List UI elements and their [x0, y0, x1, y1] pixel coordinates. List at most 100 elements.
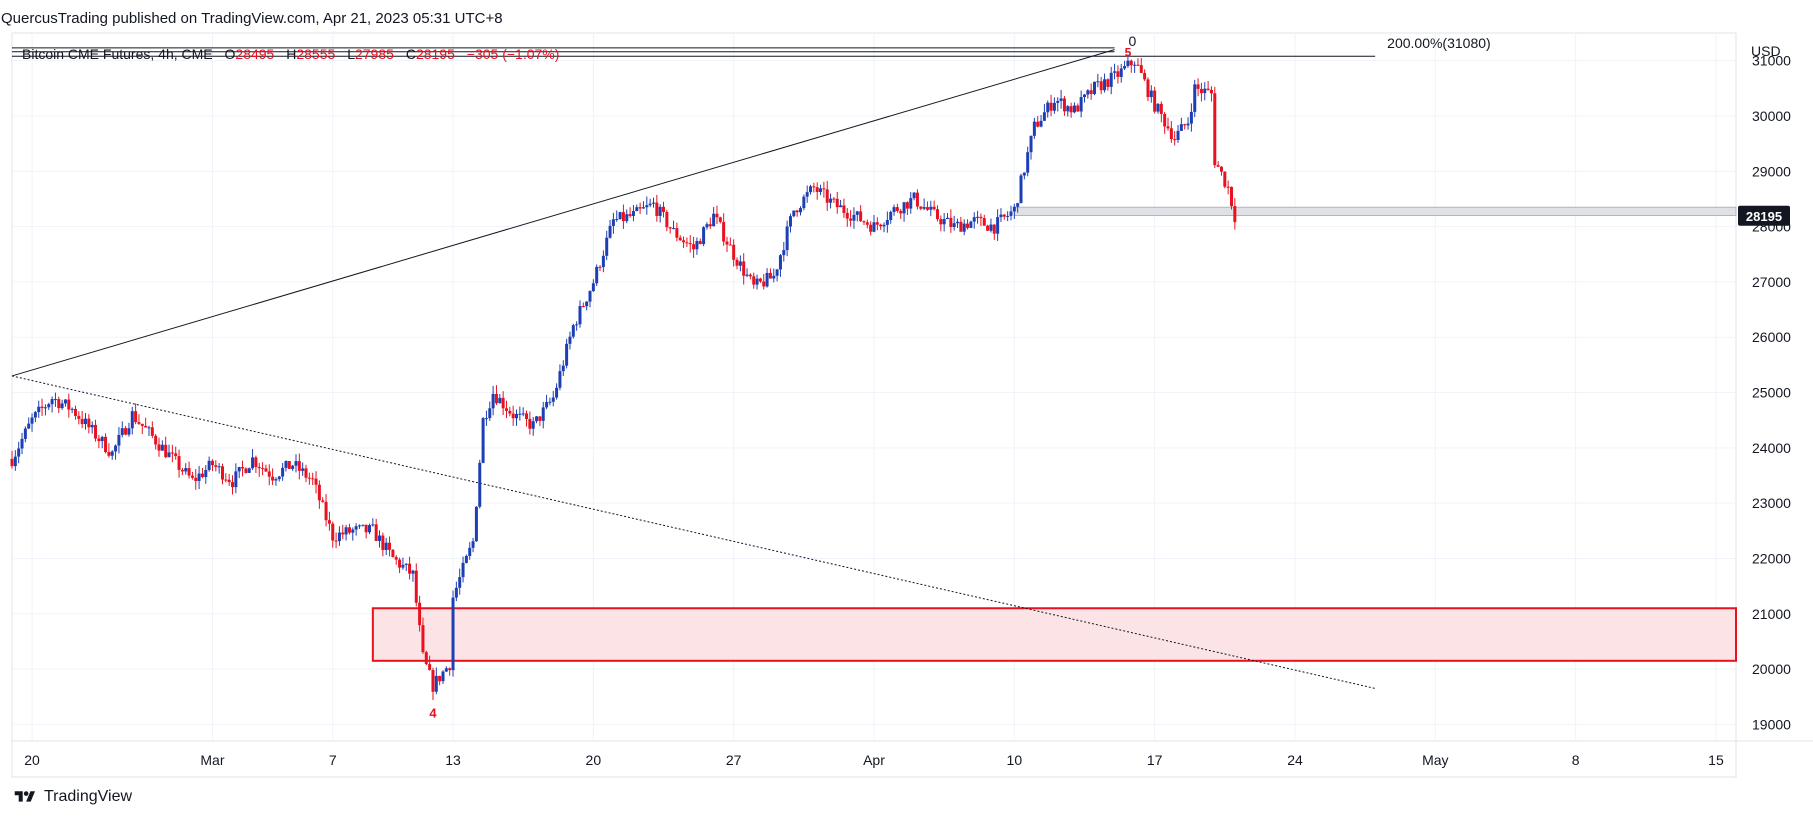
candle-down: [662, 206, 666, 212]
candle-up: [872, 222, 876, 232]
candle-down: [77, 415, 81, 419]
candle-up: [1052, 102, 1056, 111]
candle-up: [1093, 81, 1097, 94]
candle-up: [50, 399, 54, 405]
dotted-trendline: [11, 375, 1376, 689]
candle-up: [778, 255, 782, 270]
candle-up: [90, 424, 94, 428]
candle-up: [635, 207, 639, 212]
candle-down: [241, 467, 245, 469]
candle-down: [1166, 126, 1170, 129]
candle-up: [237, 467, 241, 472]
tradingview-footer[interactable]: TradingView: [12, 788, 132, 806]
candle-up: [902, 202, 906, 214]
candle-up: [1109, 72, 1113, 87]
candle-down: [331, 523, 335, 541]
candle-up: [601, 255, 605, 268]
legend-change: −305 (−1.07%): [467, 46, 560, 62]
candle-up: [962, 223, 966, 232]
candle-down: [685, 242, 689, 244]
candle-up: [207, 460, 211, 471]
candle-down: [1173, 139, 1177, 141]
price-axis[interactable]: 19000 20000 21000 22000 23000 24000 25000 26000…: [1752, 53, 1791, 733]
candle-down: [845, 212, 849, 219]
candle-up: [558, 371, 562, 388]
candle-up: [551, 397, 555, 402]
candle-down: [220, 466, 224, 480]
x-tick-label: 17: [1147, 752, 1163, 768]
candle-up: [969, 221, 973, 228]
candle-down: [1223, 171, 1227, 187]
support-band: [1013, 206, 1737, 217]
candle-up: [498, 397, 502, 404]
candle-up: [444, 668, 448, 672]
candle-down: [1089, 90, 1093, 94]
candle-down: [257, 466, 261, 469]
candle-up: [27, 423, 31, 429]
candle-up: [999, 214, 1003, 218]
time-axis[interactable]: 20 Mar 7 13 20 27 Apr 10 17 24 May 8 15: [24, 752, 1724, 768]
fib-level-label: 200.00%(31080): [1387, 35, 1491, 51]
candle-up: [1016, 203, 1020, 207]
x-tick-label: 24: [1287, 752, 1303, 768]
candle-up: [37, 406, 41, 413]
tradingview-brand: TradingView: [44, 788, 133, 805]
candle-down: [1146, 79, 1150, 98]
legend-low-label: L: [347, 46, 355, 62]
candle-down: [177, 456, 181, 470]
candle-up: [344, 527, 348, 535]
candle-up: [972, 217, 976, 222]
candle-down: [959, 221, 963, 232]
candle-down: [97, 438, 101, 442]
x-tick-label: 20: [24, 752, 40, 768]
candle-down: [317, 484, 321, 501]
candle-down: [1136, 64, 1140, 66]
legend-open: 28495: [235, 46, 274, 62]
candle-down: [1159, 103, 1163, 114]
publisher-attribution: QuercusTrading published on TradingView.…: [1, 10, 503, 27]
candle-down: [935, 209, 939, 220]
candle-up: [1123, 66, 1127, 69]
candle-up: [120, 428, 124, 435]
last-price-tag-bg: [1738, 205, 1790, 226]
candle-down: [1233, 206, 1237, 223]
candle-down: [655, 202, 659, 216]
candle-up: [889, 211, 893, 221]
candle-down: [1116, 71, 1120, 77]
candle-down: [494, 393, 498, 404]
candle-up: [705, 224, 709, 228]
candle-up: [1133, 64, 1137, 66]
candle-up: [1113, 71, 1117, 73]
y-tick-label: 31000: [1752, 53, 1791, 69]
candle-down: [842, 205, 846, 213]
candle-up: [13, 456, 17, 467]
rising-trendline: [11, 49, 1115, 377]
candle-down: [364, 524, 368, 533]
candle-up: [367, 525, 371, 533]
x-tick-label: 10: [1007, 752, 1023, 768]
candle-down: [859, 211, 863, 222]
candle-up: [1012, 206, 1016, 212]
candle-up: [401, 564, 405, 568]
candle-up: [114, 445, 118, 452]
candle-down: [742, 261, 746, 276]
candle-up: [291, 465, 295, 469]
candle-down: [1076, 105, 1080, 112]
candle-up: [645, 205, 649, 208]
x-tick-label: 13: [445, 752, 461, 768]
candle-up: [474, 506, 478, 542]
candle-down: [321, 500, 325, 502]
candle-down: [581, 306, 585, 308]
candle-down: [137, 422, 141, 424]
candle-up: [588, 291, 592, 302]
candle-up: [1179, 124, 1183, 131]
candle-down: [311, 478, 315, 480]
candle-up: [555, 387, 559, 398]
candle-down: [939, 219, 943, 225]
candle-down: [287, 461, 291, 469]
candle-up: [1039, 120, 1043, 127]
candle-down: [508, 410, 512, 414]
candle-down: [1229, 186, 1233, 207]
candle-up: [63, 399, 67, 404]
